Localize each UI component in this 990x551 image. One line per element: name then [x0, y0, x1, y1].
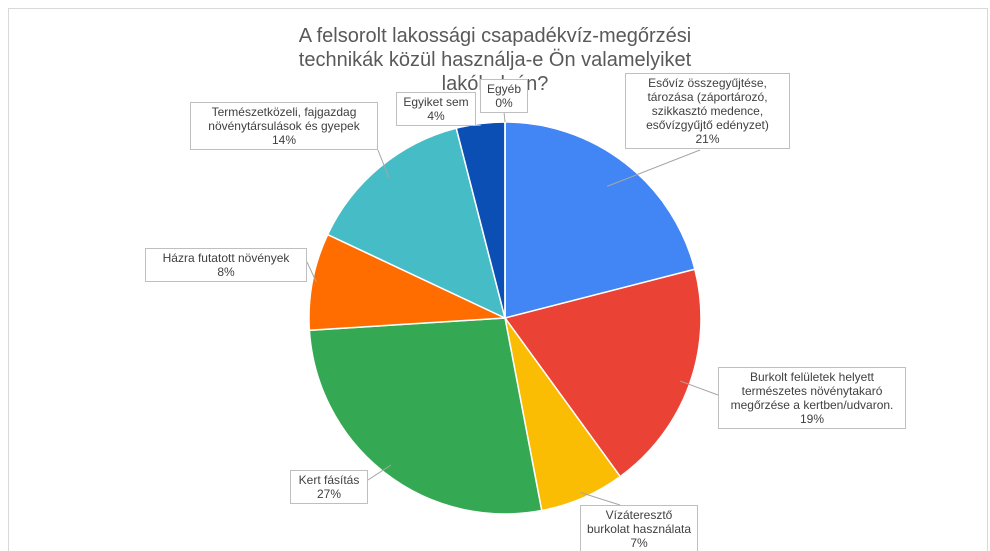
chart-title: A felsorolt lakossági csapadékvíz-megőrz…	[298, 25, 692, 95]
leader-line	[367, 464, 392, 481]
data-label-name: Vízáteresztő burkolat használata	[586, 508, 692, 536]
data-label-name: Burkolt felületek helyett természetes nö…	[730, 370, 894, 412]
data-label-value: 19%	[799, 412, 825, 426]
data-label-name: Kert fásítás	[298, 473, 360, 487]
leader-line	[680, 380, 719, 396]
data-label-value: 7%	[630, 536, 648, 550]
pie-slice	[308, 233, 506, 332]
data-label-name: Természetközeli, fajgazdag növénytársulá…	[208, 105, 360, 133]
data-label-value: 8%	[217, 265, 235, 279]
leader-line	[306, 261, 317, 283]
data-label-value: 27%	[316, 487, 342, 501]
data-label: Esővíz összegyűjtése, tározása (záportár…	[625, 73, 790, 149]
data-label: Természetközeli, fajgazdag növénytársulá…	[190, 102, 378, 150]
data-label-name: Egyiket sem	[403, 95, 469, 109]
data-label: Egyiket sem 4%	[396, 92, 476, 126]
pie-slice	[326, 127, 507, 320]
leader-line	[503, 111, 506, 123]
data-label-value: 4%	[427, 109, 445, 123]
pie-slice	[308, 317, 543, 515]
leader-line	[377, 149, 390, 178]
data-label-value: 14%	[271, 133, 297, 147]
data-label: Vízáteresztő burkolat használata 7%	[580, 505, 698, 551]
data-label: Kert fásítás 27%	[290, 470, 368, 504]
data-label-name: Házra futatott növények	[162, 251, 290, 265]
leader-line	[580, 492, 621, 506]
data-label-value: 0%	[495, 96, 513, 110]
leader-line	[606, 149, 701, 187]
data-label: Egyéb 0%	[480, 79, 528, 113]
data-label-name: Egyéb	[486, 82, 522, 96]
data-label: Házra futatott növények 8%	[145, 248, 307, 282]
pie-slice	[504, 121, 696, 319]
data-label: Burkolt felületek helyett természetes nö…	[718, 367, 906, 429]
data-label-name: Esővíz összegyűjtése, tározása (záportár…	[646, 76, 769, 132]
data-label-value: 21%	[695, 132, 720, 146]
chart-frame	[8, 8, 988, 551]
